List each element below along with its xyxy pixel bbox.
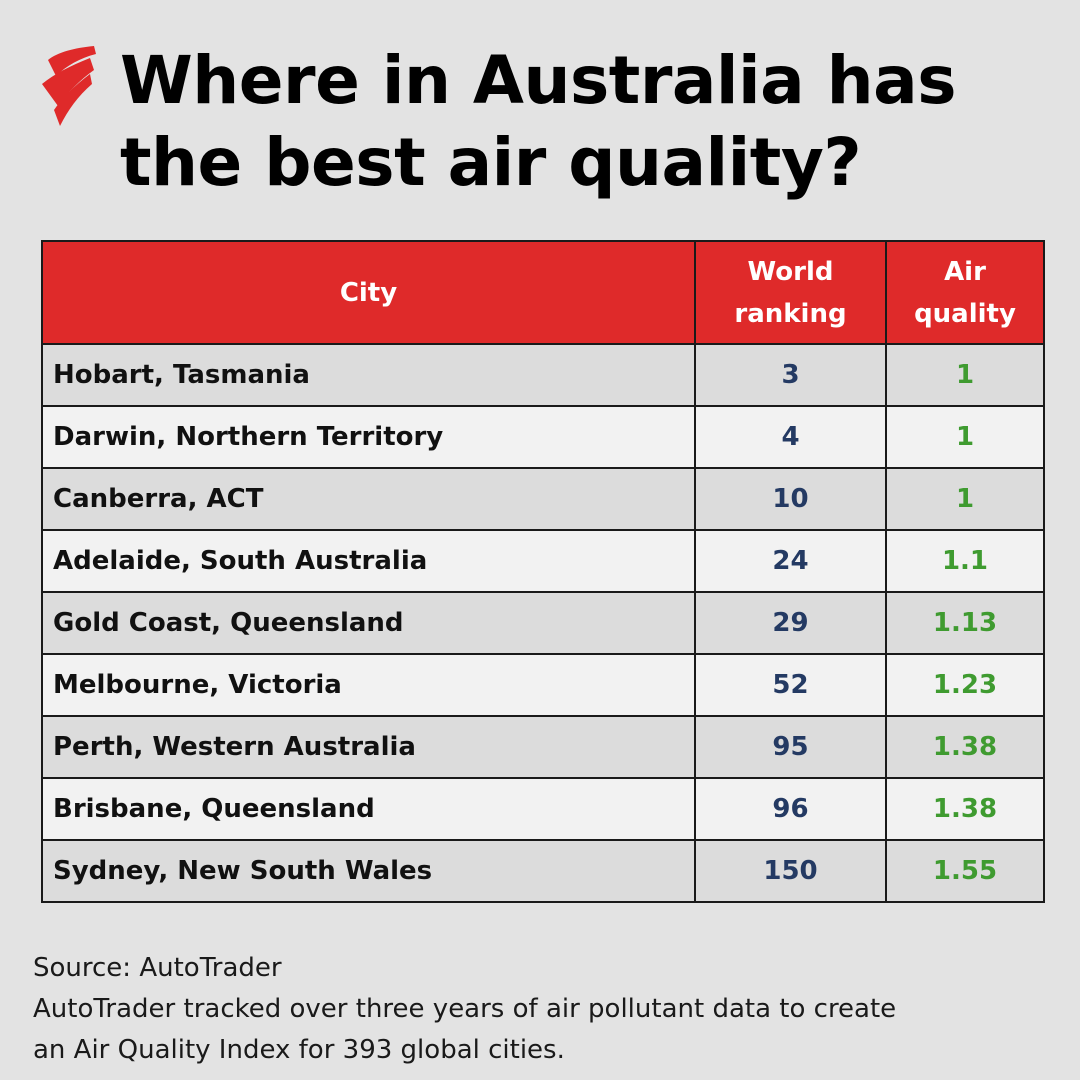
ranking-cell: 150 [694,839,887,903]
city-cell: Darwin, Northern Territory [41,405,696,469]
city-cell: Brisbane, Queensland [41,777,696,841]
ranking-cell: 3 [694,343,887,407]
methodology-note-line-2: an Air Quality Index for 393 global citi… [33,1035,565,1065]
header-air-quality: Air quality [885,240,1045,345]
table-row: Melbourne, Victoria 52 1.23 [41,653,1045,717]
title-line-1: Where in Australia has [120,42,956,119]
air-quality-cell: 1.23 [885,653,1045,717]
table-row: Perth, Western Australia 95 1.38 [41,715,1045,779]
city-cell: Perth, Western Australia [41,715,696,779]
ranking-cell: 24 [694,529,887,593]
table-row: Sydney, New South Wales 150 1.55 [41,839,1045,903]
air-quality-cell: 1.38 [885,715,1045,779]
air-quality-table: City World ranking Air quality Hobart, Tas… [41,240,1045,903]
city-cell: Canberra, ACT [41,467,696,531]
air-quality-cell: 1 [885,343,1045,407]
table-row: Gold Coast, Queensland 29 1.13 [41,591,1045,655]
page-title: Where in Australia has the best air qual… [120,40,1050,204]
ranking-cell: 4 [694,405,887,469]
air-quality-cell: 1 [885,467,1045,531]
header-world-ranking: World ranking [694,240,887,345]
footnotes: Source: AutoTrader AutoTrader tracked ov… [33,948,1063,1071]
air-quality-cell: 1.13 [885,591,1045,655]
air-quality-cell: 1.38 [885,777,1045,841]
ranking-cell: 29 [694,591,887,655]
sbs-logo-icon [42,46,96,126]
methodology-note-line-1: AutoTrader tracked over three years of a… [33,994,897,1024]
city-cell: Hobart, Tasmania [41,343,696,407]
ranking-cell: 52 [694,653,887,717]
table-row: Canberra, ACT 10 1 [41,467,1045,531]
city-cell: Gold Coast, Queensland [41,591,696,655]
table-row: Brisbane, Queensland 96 1.38 [41,777,1045,841]
table-header-row: City World ranking Air quality [41,240,1045,345]
ranking-cell: 95 [694,715,887,779]
source-note: Source: AutoTrader [33,953,282,983]
city-cell: Adelaide, South Australia [41,529,696,593]
air-quality-cell: 1 [885,405,1045,469]
title-line-2: the best air quality? [120,124,862,201]
ranking-cell: 96 [694,777,887,841]
city-cell: Melbourne, Victoria [41,653,696,717]
air-quality-cell: 1.55 [885,839,1045,903]
city-cell: Sydney, New South Wales [41,839,696,903]
table-row: Adelaide, South Australia 24 1.1 [41,529,1045,593]
table-row: Darwin, Northern Territory 4 1 [41,405,1045,469]
header-city: City [41,240,696,345]
table-row: Hobart, Tasmania 3 1 [41,343,1045,407]
ranking-cell: 10 [694,467,887,531]
air-quality-cell: 1.1 [885,529,1045,593]
